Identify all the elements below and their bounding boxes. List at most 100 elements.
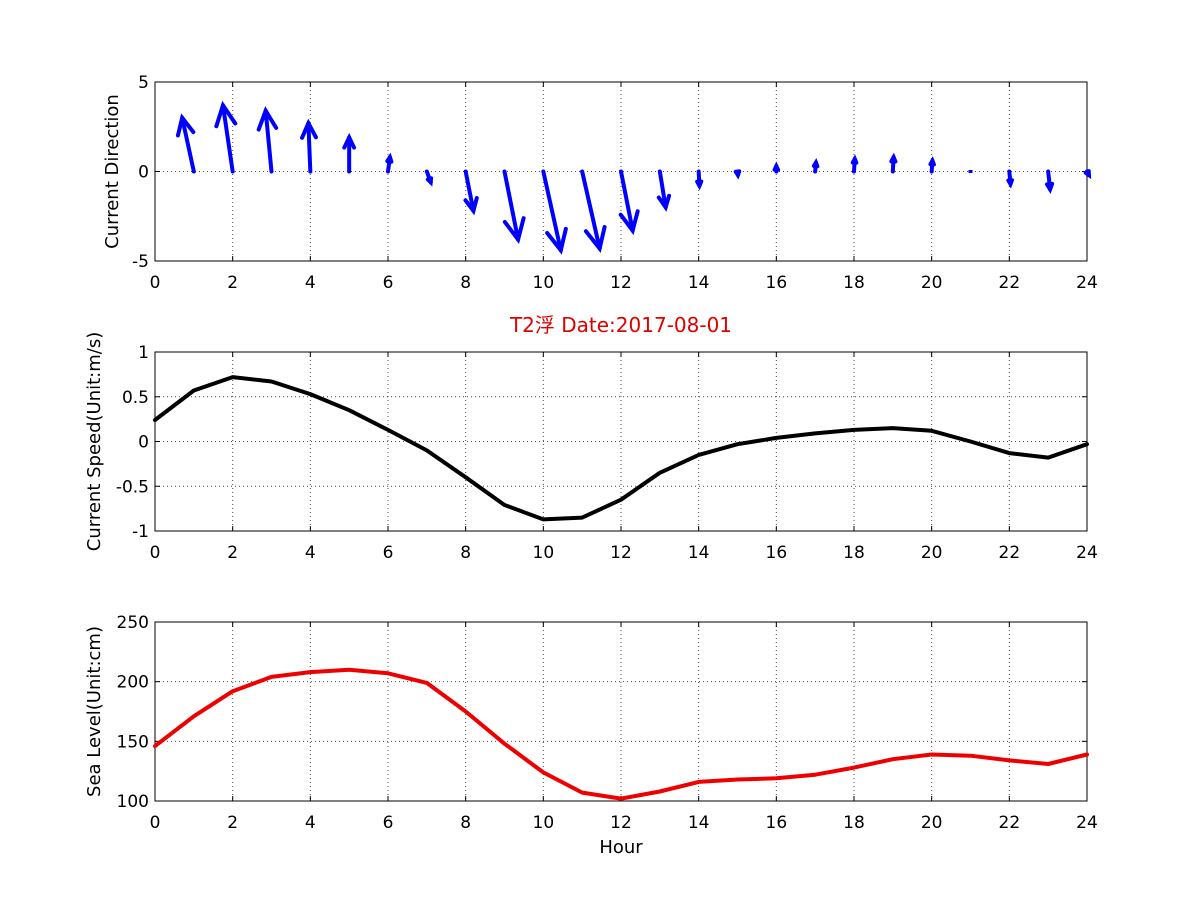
current-arrow [385, 152, 394, 174]
arrow-head [695, 179, 704, 191]
arrow-shaft [657, 169, 668, 210]
x-tick-label: 10 [533, 543, 555, 563]
y-tick-label: 200 [117, 673, 149, 693]
arrow-shaft [306, 121, 313, 174]
y-tick-label: 5 [138, 73, 149, 93]
arrow-head [385, 152, 394, 164]
current-arrow [300, 118, 318, 174]
x-tick-label: 14 [688, 543, 710, 563]
x-tick-label: 8 [460, 273, 471, 293]
arrow-head [928, 156, 936, 167]
arrow-head [772, 161, 781, 172]
x-tick-label: 2 [227, 273, 238, 293]
current-arrow [733, 169, 742, 180]
y-tick-label: 0.5 [122, 388, 149, 408]
current-arrow [656, 169, 672, 212]
x-tick-label: 10 [533, 813, 555, 833]
y-tick-label: 0 [138, 163, 149, 183]
current-arrow [424, 169, 434, 187]
y-tick-label: -0.5 [116, 477, 149, 497]
current-arrow [502, 169, 526, 245]
arrow-head [889, 152, 898, 164]
x-tick-label: 8 [460, 813, 471, 833]
arrow-head [583, 225, 607, 253]
current-arrow [928, 156, 936, 174]
x-tick-label: 24 [1076, 813, 1098, 833]
x-tick-label: 2 [227, 543, 238, 563]
arrow-shaft [580, 169, 602, 251]
y-tick-label: 1 [138, 343, 149, 363]
arrow-head [425, 176, 434, 187]
current-arrow [772, 161, 781, 174]
arrow-head [811, 157, 820, 169]
x-tick-label: 0 [150, 543, 161, 563]
arrow-shaft [263, 108, 274, 174]
x-tick-label: 14 [688, 813, 710, 833]
x-tick-label: 22 [999, 543, 1021, 563]
x-tick-label: 6 [383, 543, 394, 563]
arrow-head [1006, 178, 1014, 189]
x-tick-label: 16 [766, 273, 788, 293]
x-tick-label: 16 [766, 813, 788, 833]
current-arrow [618, 169, 640, 236]
x-tick-label: 4 [305, 273, 316, 293]
current-arrow [256, 106, 279, 174]
arrow-head [733, 169, 742, 180]
current-arrow [175, 113, 196, 174]
arrow-shaft [619, 169, 635, 233]
x-tick-label: 2 [227, 813, 238, 833]
x-tick-label: 10 [533, 273, 555, 293]
x-tick-label: 22 [999, 813, 1021, 833]
x-tick-label: 6 [383, 273, 394, 293]
arrow-shaft [541, 169, 563, 253]
x-tick-label: 4 [305, 813, 316, 833]
y-axis-label: Current Speed(Unit:m/s) [84, 332, 105, 551]
y-tick-label: 250 [117, 613, 149, 633]
current-arrow [889, 152, 898, 174]
current-arrow [541, 169, 568, 255]
arrow-head [618, 209, 640, 236]
x-tick-label: 20 [921, 273, 943, 293]
x-tick-label: 22 [999, 273, 1021, 293]
x-tick-label: 4 [305, 543, 316, 563]
arrow-shaft [463, 169, 476, 213]
x-tick-label: 12 [610, 273, 632, 293]
current-arrow [342, 132, 357, 174]
x-tick-label: 20 [921, 543, 943, 563]
arrow-shaft [180, 115, 196, 174]
chart-title: T2浮 Date:2017-08-01 [509, 313, 732, 337]
arrow-head [1083, 169, 1092, 180]
current-arrow [811, 157, 820, 174]
arrow-head [850, 154, 859, 165]
current-arrow [850, 154, 859, 174]
x-tick-label: 18 [843, 813, 865, 833]
x-tick-label: 0 [150, 273, 161, 293]
x-tick-label: 20 [921, 813, 943, 833]
arrow-head [256, 106, 279, 132]
axes-frame [154, 621, 1088, 802]
y-tick-label: 0 [138, 433, 149, 453]
arrow-head [463, 196, 479, 216]
y-tick-label: 150 [117, 732, 149, 752]
current-arrow [580, 169, 607, 253]
x-tick-label: 14 [688, 273, 710, 293]
x-tick-label: 8 [460, 543, 471, 563]
arrow-shaft [220, 103, 235, 174]
arrow-head [1044, 181, 1055, 194]
current-arrow [1083, 169, 1092, 180]
x-tick-label: 6 [383, 813, 394, 833]
y-tick-label: 100 [117, 792, 149, 812]
arrow-head [502, 216, 526, 245]
x-tick-label: 24 [1076, 543, 1098, 563]
current-arrow [463, 169, 479, 216]
current-arrow [695, 169, 704, 191]
arrow-head [545, 226, 568, 255]
arrow-head [656, 193, 672, 212]
arrow-head [300, 118, 318, 140]
axes-frame [154, 351, 1088, 532]
y-tick-label: -5 [132, 252, 149, 272]
x-tick-label: 18 [843, 543, 865, 563]
